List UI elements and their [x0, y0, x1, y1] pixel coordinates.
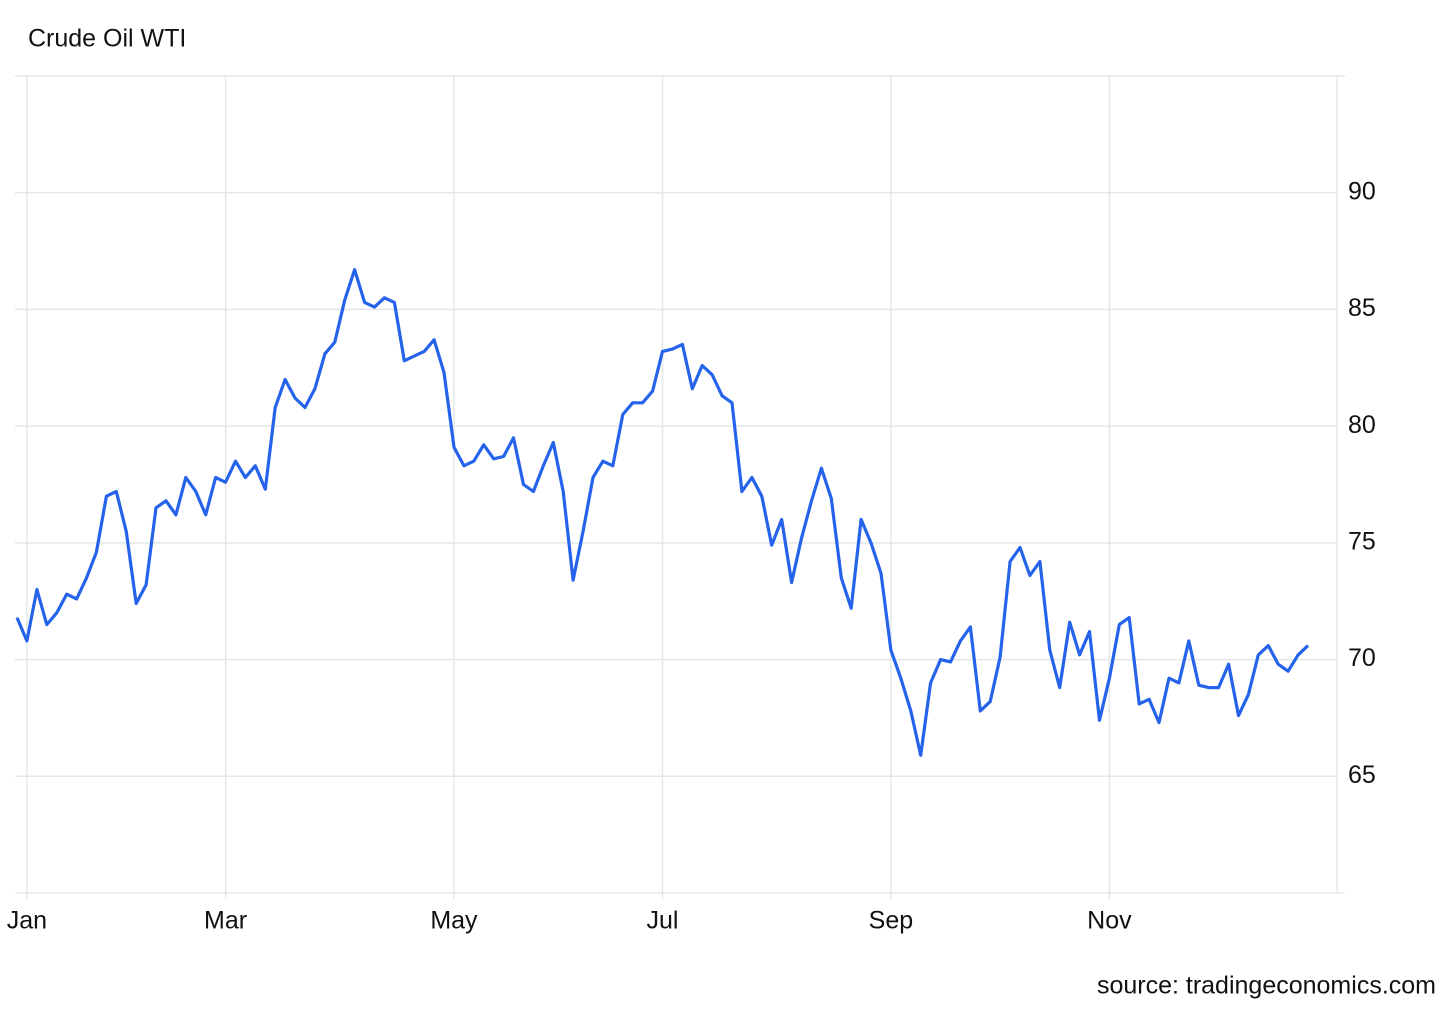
- x-tick-label: Mar: [204, 907, 247, 935]
- source: source: tradingeconomics.com: [1097, 972, 1436, 1000]
- y-tick-label: 90: [1348, 177, 1376, 205]
- x-tick-label: Sep: [869, 907, 913, 935]
- chart-title: Crude Oil WTI: [28, 25, 186, 53]
- x-tick-label: Jan: [7, 907, 47, 935]
- x-tick-label: Nov: [1087, 907, 1132, 935]
- series-line: [15, 268, 1310, 757]
- y-tick-label: 80: [1348, 411, 1376, 439]
- y-tick-label: 85: [1348, 294, 1376, 322]
- y-tick-label: 70: [1348, 644, 1376, 672]
- y-tick-label: 65: [1348, 761, 1376, 789]
- y-tick-label: 75: [1348, 527, 1376, 555]
- x-tick-label: May: [430, 907, 478, 935]
- x-tick-label: Jul: [647, 907, 679, 935]
